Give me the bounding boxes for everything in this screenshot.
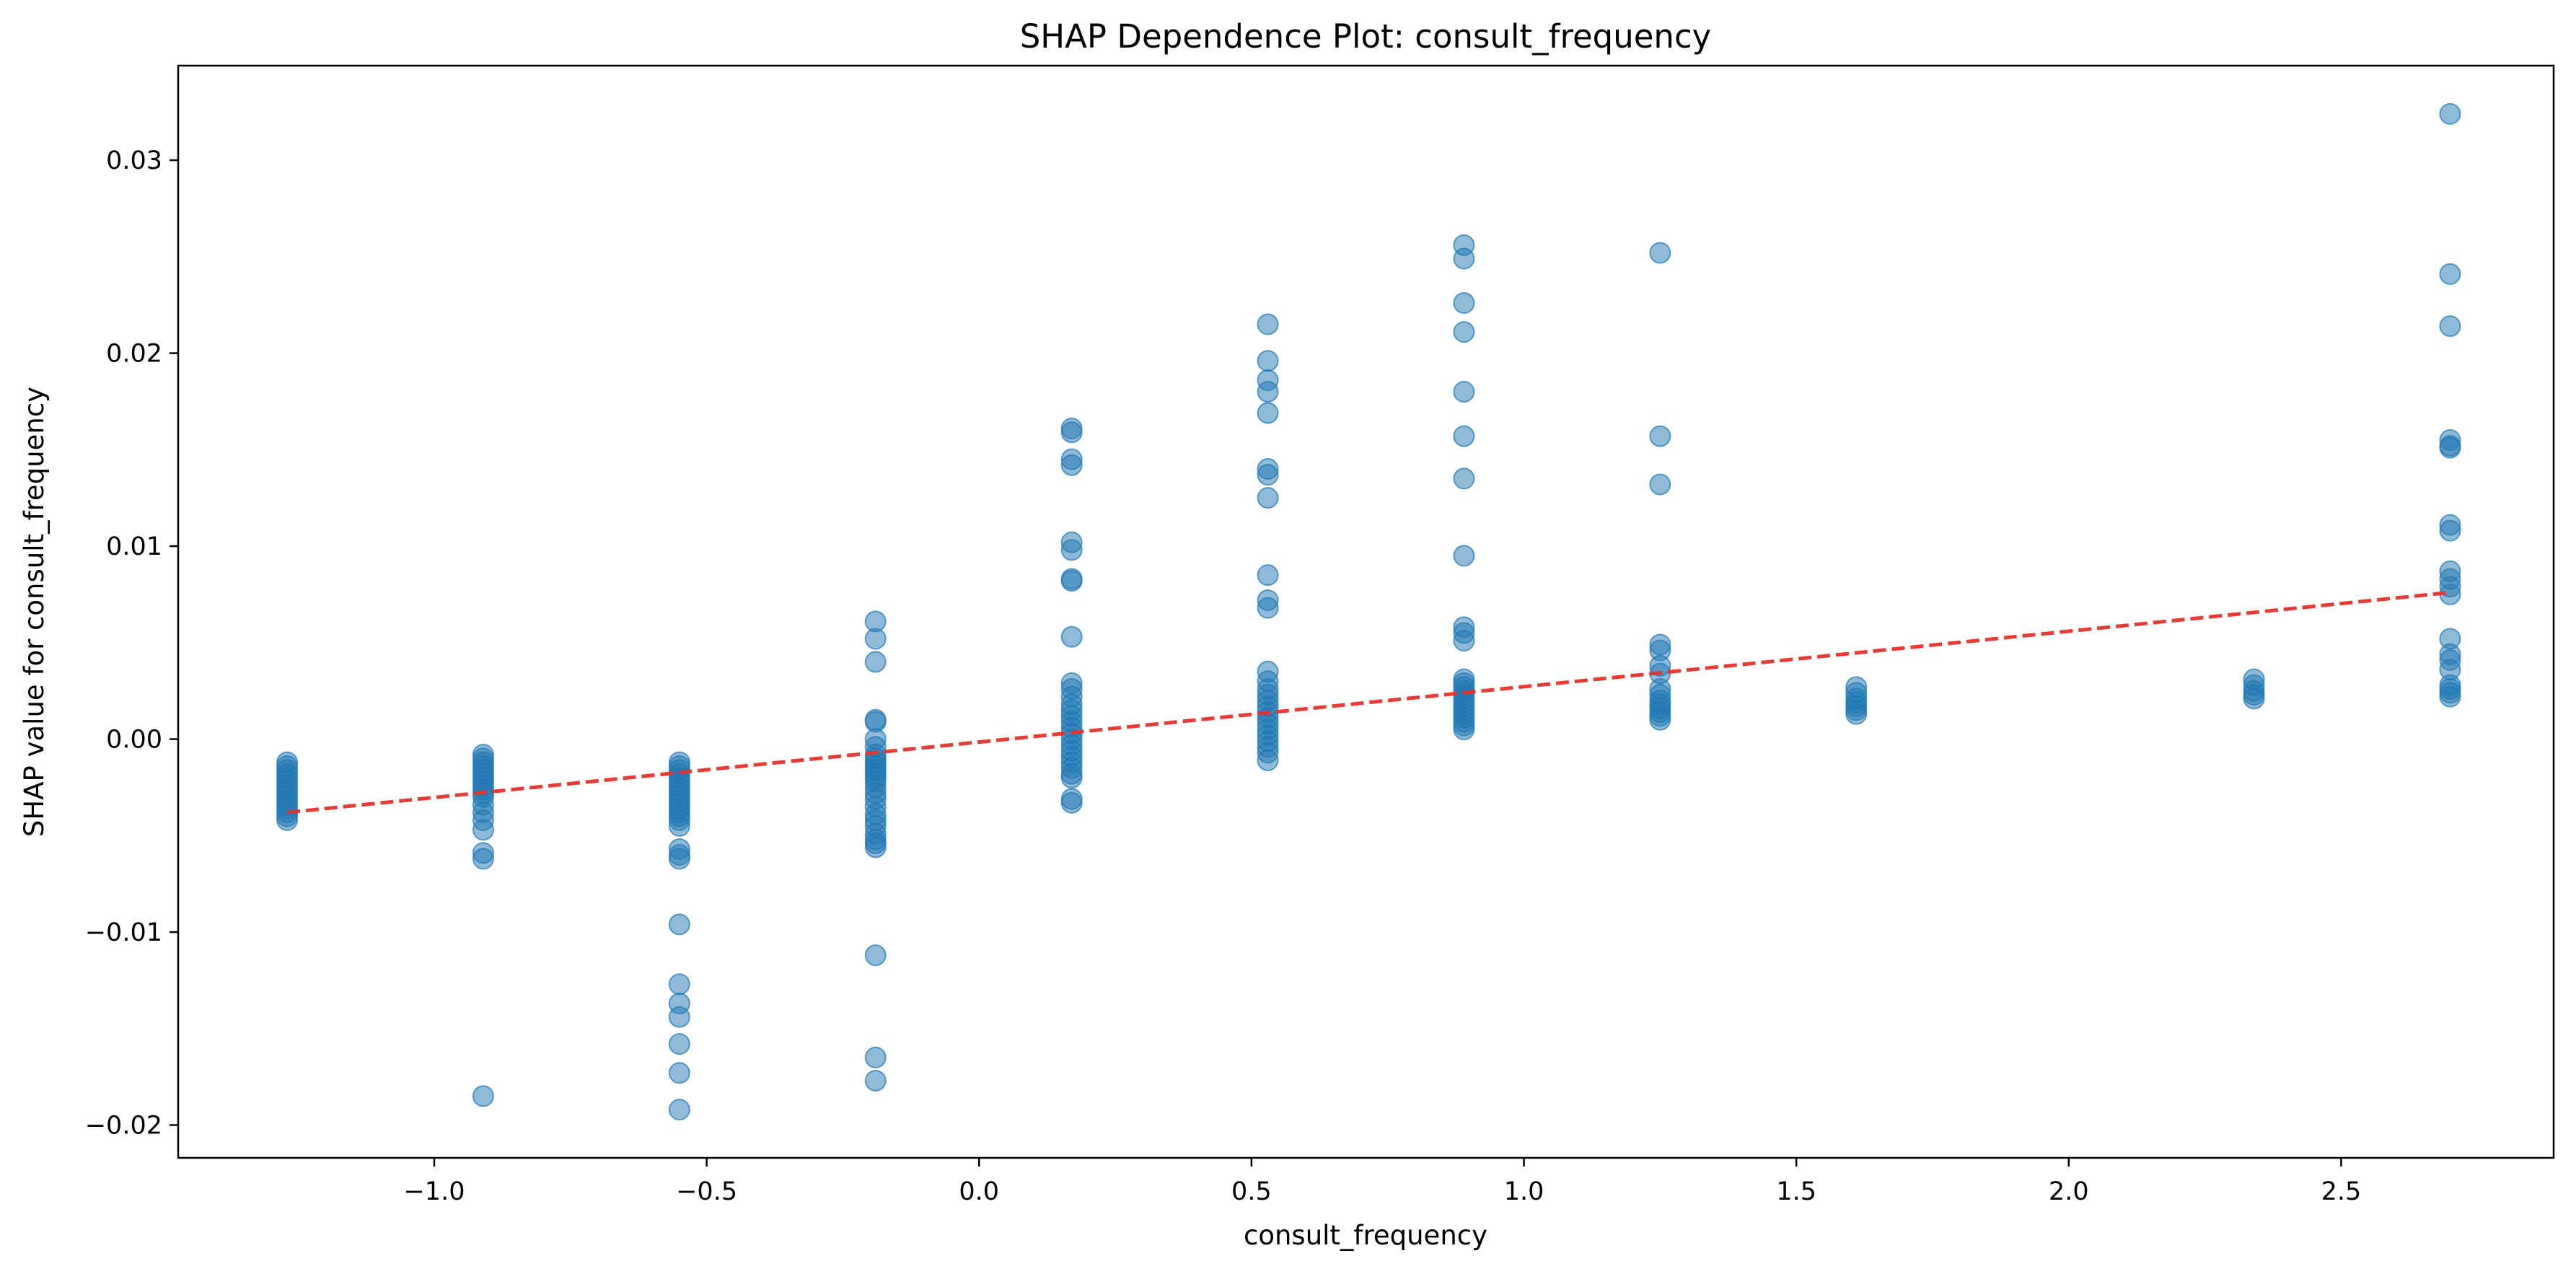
trend-layer: [286, 590, 2450, 814]
scatter-point: [2243, 687, 2265, 710]
scatter-point: [1257, 381, 1279, 403]
scatter-point: [1649, 242, 1671, 264]
scatter-point: [2439, 315, 2461, 338]
scatter-point: [276, 809, 299, 831]
scatter-point: [668, 1006, 690, 1028]
x-axis-label: consult_frequency: [1244, 1220, 1487, 1251]
x-tick-label: 2.0: [2049, 1177, 2089, 1206]
scatter-point: [668, 1033, 690, 1055]
scatter-point: [668, 913, 690, 936]
scatter-point: [1453, 545, 1475, 567]
scatter-point: [1453, 467, 1475, 490]
scatter-point: [1453, 321, 1475, 343]
x-tick-label: −1.0: [403, 1177, 465, 1206]
scatter-point: [668, 848, 690, 870]
scatter-point: [668, 1099, 690, 1121]
scatter-point: [2439, 436, 2461, 459]
scatter-point: [2439, 519, 2461, 542]
scatter-point: [2439, 263, 2461, 285]
scatter-point: [1257, 350, 1279, 372]
scatter-point: [1257, 402, 1279, 424]
chart-title: SHAP Dependence Plot: consult_frequency: [1020, 17, 1712, 56]
scatter-point: [864, 651, 887, 673]
y-tick-label: −0.02: [85, 1112, 162, 1141]
scatter-point: [1257, 564, 1279, 587]
y-tick-label: 0.01: [106, 532, 162, 561]
scatter-point: [1453, 292, 1475, 315]
scatter-point: [864, 1070, 887, 1092]
scatter-point: [864, 1046, 887, 1068]
x-tick-label: 2.5: [2321, 1177, 2362, 1206]
x-tick-label: 1.5: [1776, 1177, 1816, 1206]
scatter-point: [2439, 102, 2461, 125]
scatter-point: [1649, 708, 1671, 731]
scatter-point: [1453, 381, 1475, 403]
y-tick-label: 0.03: [106, 146, 162, 175]
scatter-point: [864, 628, 887, 650]
x-tick-label: 0.0: [959, 1177, 999, 1206]
scatter-point: [2439, 685, 2461, 708]
scatter-point: [1060, 791, 1083, 814]
y-tick-label: −0.01: [85, 918, 162, 947]
trend-line: [286, 590, 2450, 814]
y-tick-label: 0.02: [106, 340, 162, 369]
scatter-point: [1453, 630, 1475, 652]
x-tick-label: 1.0: [1504, 1177, 1544, 1206]
y-axis-ticks: −0.02 −0.01 0.00 0.01 0.02 0.03: [85, 146, 178, 1141]
scatter-point: [1257, 749, 1279, 771]
scatter-point: [864, 836, 887, 858]
scatter-point: [1453, 719, 1475, 741]
scatter-point: [1060, 767, 1083, 789]
x-tick-label: −0.5: [676, 1177, 737, 1206]
points-layer: [276, 102, 2461, 1121]
scatter-point: [1257, 487, 1279, 509]
scatter-point: [668, 973, 690, 996]
scatter-point: [1060, 539, 1083, 561]
x-axis-ticks: −1.0 −0.5 0.0 0.5 1.0 1.5 2.0 2.5: [403, 1158, 2361, 1206]
scatter-point: [1060, 570, 1083, 592]
plot-frame: [177, 64, 2555, 1159]
y-tick-label: 0.00: [106, 726, 162, 755]
x-tick-label: 0.5: [1231, 1177, 1272, 1206]
scatter-point: [1257, 464, 1279, 486]
scatter-point: [472, 819, 494, 841]
scatter-point: [1649, 473, 1671, 496]
scatter-point: [1060, 454, 1083, 476]
scatter-point: [1649, 425, 1671, 447]
scatter-point: [864, 944, 887, 967]
y-axis-label: SHAP value for consult_frequency: [19, 387, 50, 837]
scatter-point: [1453, 247, 1475, 270]
scatter-point: [1453, 425, 1475, 447]
scatter-point: [668, 1062, 690, 1084]
scatter-point: [1257, 313, 1279, 335]
scatter-point: [472, 1085, 494, 1107]
scatter-point: [1257, 597, 1279, 619]
scatter-point: [668, 814, 690, 837]
scatter-point: [1060, 421, 1083, 444]
scatter-point: [1845, 703, 1868, 725]
scatter-point: [1060, 625, 1083, 648]
scatter-point: [472, 848, 494, 870]
